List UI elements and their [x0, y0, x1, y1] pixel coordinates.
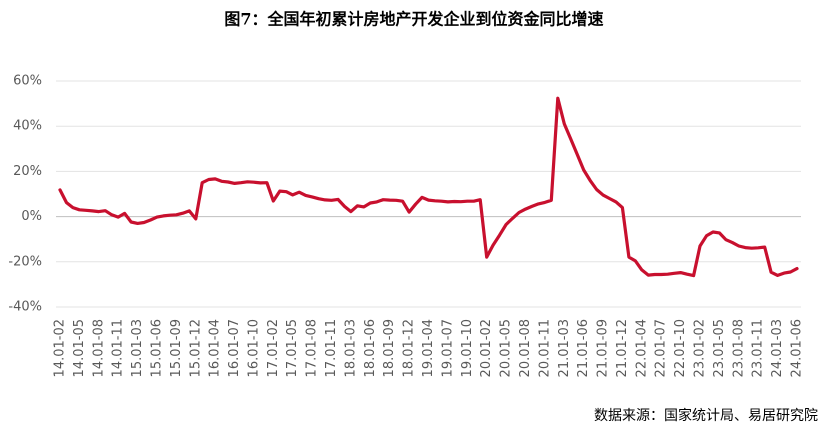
x-tick-label: 18.01-09 [382, 319, 397, 377]
y-tick-label: 40% [13, 119, 42, 134]
x-tick-label: 14.01-02 [53, 319, 68, 377]
x-tick-label: 21.01-03 [557, 319, 572, 377]
x-tick-label: 21.01-12 [615, 319, 630, 377]
x-tick-label: 23.01-11 [751, 319, 766, 377]
x-tick-label: 23.01-02 [693, 319, 708, 377]
x-tick-label: 19.01-10 [460, 319, 475, 377]
x-tick-label: 14.01-11 [111, 319, 126, 377]
y-tick-label: -20% [8, 254, 42, 269]
x-tick-label: 17.01-08 [305, 319, 320, 377]
x-tick-label: 22.01-10 [673, 319, 688, 377]
x-tick-label: 20.01-02 [479, 319, 494, 377]
x-tick-label: 15.01-03 [130, 319, 145, 377]
x-tick-label: 18.01-03 [343, 319, 358, 377]
x-tick-label: 17.01-11 [324, 319, 339, 377]
x-tick-label: 14.01-08 [91, 319, 106, 377]
x-tick-label: 23.01-05 [712, 319, 727, 377]
x-tick-label: 15.01-12 [188, 319, 203, 377]
x-tick-label: 18.01-12 [402, 319, 417, 377]
source: 数据来源：国家统计局、易居研究院 [594, 407, 818, 424]
x-tick-label: 15.01-06 [149, 319, 164, 377]
x-tick-label: 20.01-11 [537, 319, 552, 377]
x-tick-label: 20.01-08 [518, 319, 533, 377]
y-tick-label: 0% [21, 209, 42, 224]
x-tick-label: 19.01-04 [421, 319, 436, 377]
x-tick-label: 24.01-03 [770, 319, 785, 377]
x-tick-label: 16.01-04 [208, 319, 223, 377]
y-tick-label: -40% [8, 300, 42, 315]
x-tick-label: 20.01-05 [499, 319, 514, 377]
data-line [58, 96, 799, 278]
x-tick-label: 17.01-02 [266, 319, 281, 377]
chart-title: 图7：全国年初累计房地产开发企业到位资金同比增速 [224, 10, 603, 29]
x-tick-label: 22.01-07 [654, 319, 669, 377]
x-tick-label: 17.01-05 [285, 319, 300, 377]
x-tick-label: 19.01-07 [440, 319, 455, 377]
y-tick-label: 60% [13, 74, 42, 89]
x-tick-label: 24.01-06 [790, 319, 805, 377]
x-tick-label: 15.01-09 [169, 319, 184, 377]
x-tick-label: 21.01-09 [596, 319, 611, 377]
x-tick-label: 16.01-07 [227, 319, 242, 377]
x-tick-label: 16.01-10 [246, 319, 261, 377]
y-tick-label: 20% [13, 164, 42, 179]
x-tick-label: 22.01-04 [634, 319, 649, 377]
x-tick-label: 14.01-05 [72, 319, 87, 377]
x-tick-label: 23.01-08 [731, 319, 746, 377]
x-tick-label: 21.01-06 [576, 319, 591, 377]
x-tick-label: 18.01-06 [363, 319, 378, 377]
